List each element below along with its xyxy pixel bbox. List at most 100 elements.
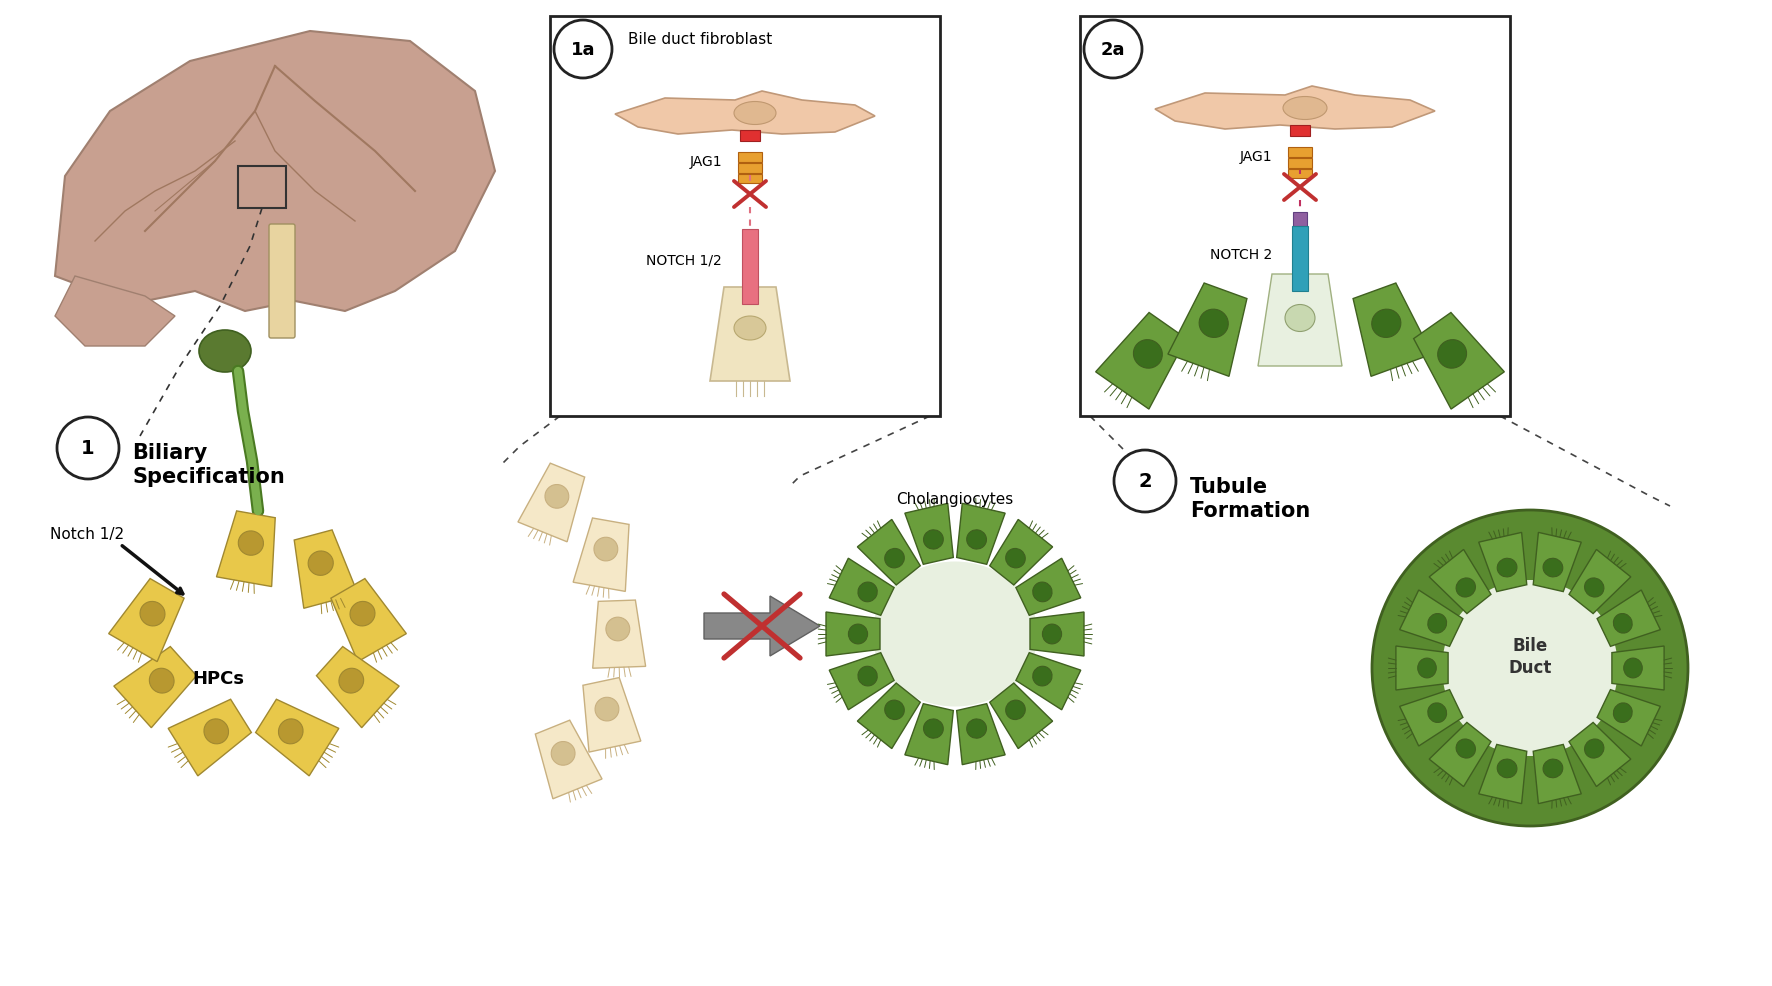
Ellipse shape — [594, 537, 618, 561]
Polygon shape — [957, 704, 1005, 765]
Text: Cholangiocytes: Cholangiocytes — [897, 491, 1014, 507]
Polygon shape — [1015, 653, 1081, 710]
Text: 2: 2 — [1138, 472, 1152, 491]
Text: Bile duct fibroblast: Bile duct fibroblast — [627, 32, 773, 46]
Ellipse shape — [1006, 700, 1026, 720]
FancyBboxPatch shape — [1079, 17, 1510, 416]
Bar — [1292, 227, 1308, 292]
Polygon shape — [55, 32, 494, 312]
Ellipse shape — [1623, 659, 1643, 678]
Polygon shape — [535, 721, 602, 799]
Ellipse shape — [923, 530, 943, 549]
Polygon shape — [113, 647, 197, 728]
Ellipse shape — [884, 700, 904, 720]
Text: NOTCH 2: NOTCH 2 — [1210, 247, 1272, 261]
Text: HPCs: HPCs — [191, 669, 245, 687]
Circle shape — [1372, 511, 1689, 826]
Polygon shape — [1030, 612, 1084, 657]
Polygon shape — [331, 579, 406, 662]
Polygon shape — [1568, 550, 1630, 614]
Bar — [737, 153, 762, 163]
Polygon shape — [517, 463, 585, 542]
Polygon shape — [991, 683, 1053, 748]
Polygon shape — [1478, 744, 1527, 804]
Ellipse shape — [546, 485, 569, 509]
Ellipse shape — [968, 719, 987, 739]
Ellipse shape — [734, 317, 766, 340]
Ellipse shape — [278, 719, 303, 744]
Ellipse shape — [1134, 340, 1162, 369]
Ellipse shape — [1613, 703, 1632, 723]
Polygon shape — [317, 647, 399, 728]
Polygon shape — [108, 579, 184, 662]
Text: 2a: 2a — [1100, 41, 1125, 59]
Ellipse shape — [1457, 579, 1476, 598]
Ellipse shape — [849, 624, 868, 644]
Ellipse shape — [1497, 759, 1517, 778]
Polygon shape — [55, 277, 175, 347]
Ellipse shape — [1543, 759, 1563, 778]
Bar — [237, 167, 285, 209]
Polygon shape — [1430, 723, 1490, 787]
Polygon shape — [1400, 690, 1464, 746]
Polygon shape — [858, 683, 920, 748]
Bar — [742, 230, 758, 305]
Bar — [1288, 170, 1311, 178]
Ellipse shape — [1437, 340, 1467, 369]
Ellipse shape — [1428, 614, 1446, 633]
Ellipse shape — [140, 601, 165, 626]
Polygon shape — [991, 520, 1053, 586]
Polygon shape — [829, 653, 895, 710]
Ellipse shape — [884, 549, 904, 568]
Polygon shape — [572, 519, 629, 592]
Polygon shape — [1478, 532, 1527, 592]
Ellipse shape — [1584, 740, 1604, 758]
Polygon shape — [583, 678, 641, 752]
Ellipse shape — [351, 601, 376, 626]
Bar — [737, 164, 762, 174]
Polygon shape — [1533, 532, 1581, 592]
Polygon shape — [1015, 559, 1081, 615]
Ellipse shape — [1584, 579, 1604, 598]
Text: 1: 1 — [82, 439, 96, 458]
Polygon shape — [1414, 314, 1504, 409]
Ellipse shape — [1042, 624, 1061, 644]
Bar — [737, 175, 762, 183]
Polygon shape — [1258, 275, 1341, 367]
Ellipse shape — [237, 531, 264, 556]
Ellipse shape — [734, 103, 776, 125]
Ellipse shape — [149, 669, 174, 693]
Polygon shape — [1613, 647, 1664, 690]
Circle shape — [57, 418, 119, 479]
Ellipse shape — [308, 551, 333, 576]
Polygon shape — [1597, 690, 1660, 746]
FancyBboxPatch shape — [549, 17, 939, 416]
Ellipse shape — [198, 330, 252, 373]
Polygon shape — [858, 520, 920, 586]
Ellipse shape — [1033, 583, 1053, 602]
Polygon shape — [905, 704, 953, 765]
Ellipse shape — [204, 719, 229, 744]
Polygon shape — [1533, 744, 1581, 804]
Polygon shape — [1396, 647, 1448, 690]
Ellipse shape — [606, 617, 629, 641]
Ellipse shape — [1006, 549, 1026, 568]
Bar — [741, 131, 760, 142]
Ellipse shape — [1457, 740, 1476, 758]
Polygon shape — [1568, 723, 1630, 787]
Polygon shape — [1354, 284, 1432, 377]
Bar — [1288, 148, 1311, 158]
FancyBboxPatch shape — [269, 225, 294, 338]
Ellipse shape — [551, 741, 576, 765]
Ellipse shape — [1428, 703, 1446, 723]
Ellipse shape — [595, 697, 618, 721]
Text: Notch 1/2: Notch 1/2 — [50, 527, 124, 542]
Ellipse shape — [1613, 614, 1632, 633]
Ellipse shape — [968, 530, 987, 549]
Circle shape — [555, 21, 611, 79]
Text: Bile
Duct: Bile Duct — [1508, 636, 1552, 676]
Ellipse shape — [338, 669, 363, 693]
Polygon shape — [1597, 591, 1660, 647]
Ellipse shape — [1033, 667, 1053, 686]
Polygon shape — [1095, 314, 1185, 409]
